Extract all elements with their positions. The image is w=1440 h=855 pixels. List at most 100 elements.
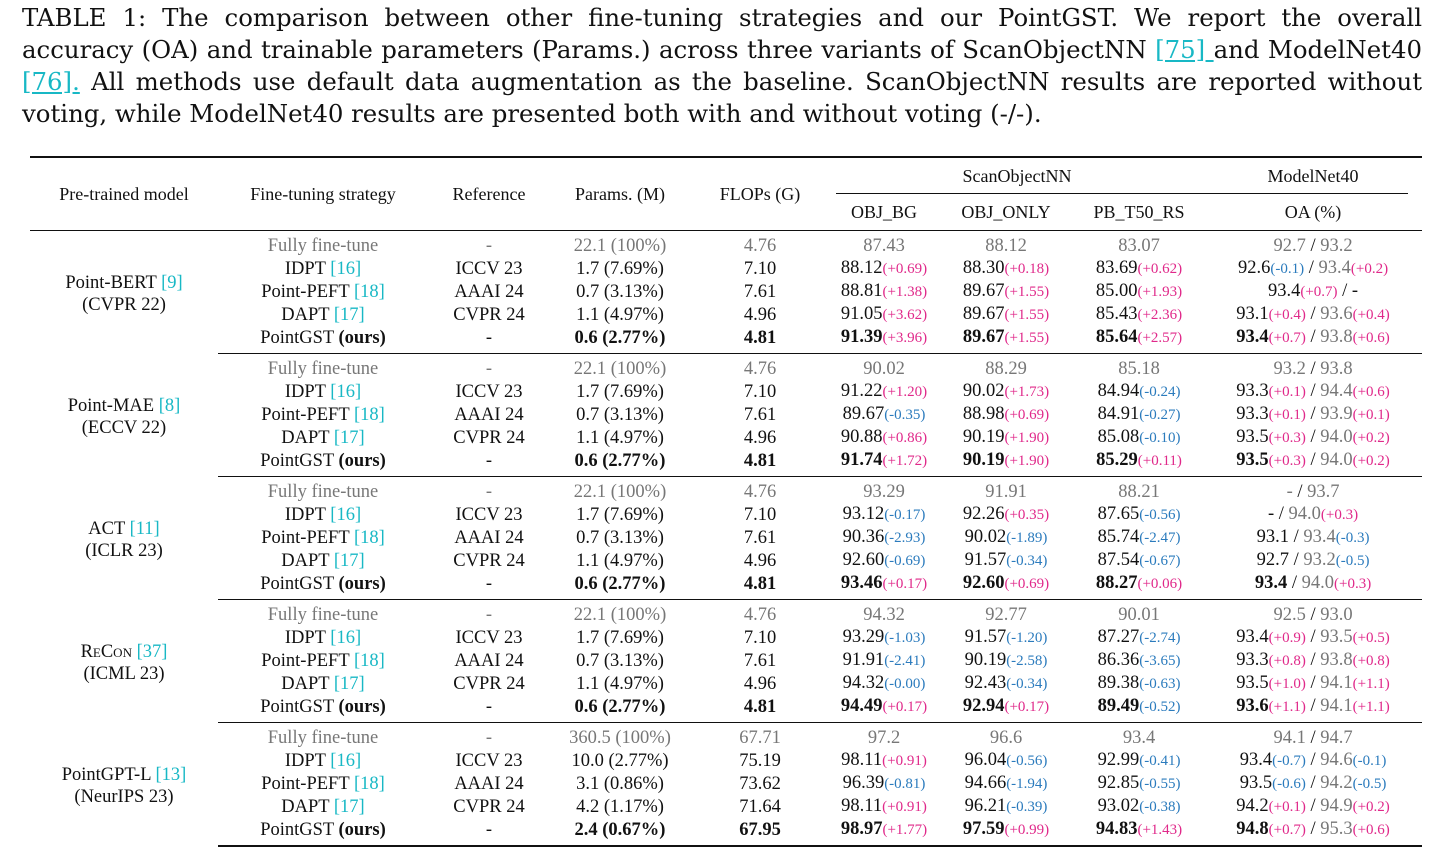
accuracy-value: 91.74 bbox=[840, 450, 883, 470]
reference-cell: CVPR 24 bbox=[428, 303, 550, 326]
table-row: DAPT [17] CVPR 24 1.1 (4.97%) 4.96 92.60(-0.… bbox=[30, 549, 1422, 572]
citation-link[interactable]: [13] bbox=[155, 765, 187, 786]
table-row: Point-PEFT [18] AAAI 24 3.1 (0.86%) 73.62 96… bbox=[30, 772, 1422, 795]
accuracy-value: 94.0 bbox=[1320, 450, 1353, 470]
table-row: ACT [11] (ICLR 23) Fully fine-tune - 22.1 (1… bbox=[30, 477, 1422, 561]
strategy-cell: Point-PEFT [18] bbox=[218, 403, 428, 426]
params-value: 0.6 (2.77%) bbox=[574, 450, 666, 471]
cell-bg: 98.97(+1.77) bbox=[830, 818, 938, 847]
cell-modelnet40: 93.5(+0.3) / 94.0(+0.2) bbox=[1204, 426, 1422, 449]
cell-on: 96.04(-0.56) bbox=[938, 749, 1074, 772]
ours-label: (ours) bbox=[338, 819, 386, 840]
citation-link[interactable]: [16] bbox=[330, 381, 362, 402]
params-value: 3.1 (0.86%) bbox=[576, 773, 664, 794]
params-value: 0.6 (2.77%) bbox=[574, 327, 666, 348]
strategy-cell: PointGST (ours) bbox=[218, 572, 428, 600]
reference-value: - bbox=[485, 573, 493, 594]
flops-cell: 4.96 bbox=[690, 303, 830, 326]
citation-link[interactable]: [18] bbox=[353, 773, 385, 794]
strategy-cell: PointGST (ours) bbox=[218, 449, 428, 477]
cell-on: 90.19(+1.90) bbox=[938, 449, 1074, 477]
params-value: 4.2 (1.17%) bbox=[576, 796, 664, 817]
accuracy-value: 94.7 bbox=[1320, 728, 1353, 748]
delta-value: (+1.90) bbox=[1004, 453, 1050, 469]
citation-link[interactable]: [16] bbox=[330, 258, 362, 279]
citation-link[interactable]: [11] bbox=[129, 519, 160, 539]
cell-bg: 88.81(+1.38) bbox=[830, 280, 938, 303]
cell-on: 88.30(+0.18) bbox=[938, 257, 1074, 280]
accuracy-value: 92.6 bbox=[1237, 258, 1271, 278]
accuracy-value: 85.18 bbox=[1118, 359, 1160, 379]
cell-bg: 91.05(+3.62) bbox=[830, 303, 938, 326]
cell-modelnet40: 93.4(+0.9) / 93.5(+0.5) bbox=[1204, 626, 1422, 649]
citation-link[interactable]: [17] bbox=[333, 304, 365, 325]
delta-value: (+1.1) bbox=[1352, 699, 1390, 715]
citation-link[interactable]: [8] bbox=[158, 396, 181, 416]
delta-value: (+0.1) bbox=[1268, 407, 1306, 423]
accuracy-value: 93.4 bbox=[1303, 527, 1336, 547]
citation-link[interactable]: [16] bbox=[330, 750, 362, 771]
citation-link[interactable]: [17] bbox=[333, 796, 365, 817]
reference-value: CVPR 24 bbox=[453, 427, 525, 448]
citation-link[interactable]: [18] bbox=[353, 281, 385, 302]
separator: / bbox=[1304, 258, 1319, 278]
separator: / bbox=[1305, 427, 1321, 447]
strategy-cell: Fully fine-tune bbox=[218, 354, 428, 381]
params-value: 22.1 (100%) bbox=[573, 482, 667, 502]
strategy-cell: DAPT [17] bbox=[218, 795, 428, 818]
accuracy-value: 92.60 bbox=[842, 550, 885, 570]
params-cell: 0.6 (2.77%) bbox=[550, 326, 690, 354]
flops-value: 4.76 bbox=[743, 605, 777, 625]
cell-modelnet40: - / 94.0(+0.3) bbox=[1204, 503, 1422, 526]
delta-value: (-0.24) bbox=[1139, 384, 1181, 400]
strategy-cell: PointGST (ours) bbox=[218, 818, 428, 847]
citation-link[interactable]: [18] bbox=[353, 650, 385, 671]
flops-cell: 7.10 bbox=[690, 380, 830, 403]
cell-modelnet40: 93.1 / 93.4(-0.3) bbox=[1204, 526, 1422, 549]
accuracy-value: 96.21 bbox=[964, 796, 1007, 816]
accuracy-value: 91.91 bbox=[985, 482, 1027, 502]
accuracy-value: 94.83 bbox=[1095, 819, 1138, 839]
accuracy-value: 96.39 bbox=[842, 773, 885, 793]
reference-cell: - bbox=[428, 723, 550, 750]
strategy-cell: Point-PEFT [18] bbox=[218, 649, 428, 672]
table-row: Point-PEFT [18] AAAI 24 0.7 (3.13%) 7.61 90.… bbox=[30, 526, 1422, 549]
accuracy-value: 93.2 bbox=[1273, 359, 1306, 379]
cell-on: 90.02(+1.73) bbox=[938, 380, 1074, 403]
cell-modelnet40: 93.2 / 93.8 bbox=[1204, 354, 1422, 381]
accuracy-value: 94.0 bbox=[1288, 504, 1321, 524]
delta-value: (-2.58) bbox=[1006, 653, 1048, 669]
citation-link[interactable]: [16] bbox=[330, 504, 362, 525]
citation-link[interactable]: [17] bbox=[333, 673, 365, 694]
model-venue: (ICLR 23) bbox=[85, 541, 163, 561]
delta-value: (+0.17) bbox=[1004, 699, 1050, 715]
citation-link[interactable]: [76]. bbox=[22, 67, 80, 96]
table-row: Point-PEFT [18] AAAI 24 0.7 (3.13%) 7.61 89.… bbox=[30, 403, 1422, 426]
strategy-cell: DAPT [17] bbox=[218, 426, 428, 449]
flops-value: 4.76 bbox=[743, 359, 777, 379]
strategy-name: Point-PEFT bbox=[261, 527, 354, 548]
flops-value: 4.96 bbox=[743, 550, 777, 571]
cell-modelnet40: 93.3(+0.8) / 93.8(+0.8) bbox=[1204, 649, 1422, 672]
separator: / bbox=[1305, 796, 1321, 816]
params-cell: 4.2 (1.17%) bbox=[550, 795, 690, 818]
flops-value: 4.81 bbox=[743, 696, 777, 717]
flops-value: 4.76 bbox=[743, 482, 777, 502]
citation-link[interactable]: [17] bbox=[333, 427, 365, 448]
citation-link[interactable]: [75] bbox=[1155, 35, 1214, 64]
citation-link[interactable]: [16] bbox=[330, 627, 362, 648]
citation-link[interactable]: [17] bbox=[333, 550, 365, 571]
reference-cell: CVPR 24 bbox=[428, 795, 550, 818]
model-venue: (ICML 23) bbox=[83, 664, 165, 684]
citation-link[interactable]: [37] bbox=[136, 642, 168, 662]
accuracy-value: 94.32 bbox=[842, 673, 885, 693]
delta-value: (+0.69) bbox=[1004, 407, 1050, 423]
citation-link[interactable]: [18] bbox=[353, 527, 385, 548]
params-value: 1.1 (4.97%) bbox=[576, 304, 664, 325]
cell-modelnet40: 94.2(+0.1) / 94.9(+0.2) bbox=[1204, 795, 1422, 818]
delta-value: (+0.11) bbox=[1137, 453, 1182, 469]
citation-link[interactable]: [18] bbox=[353, 404, 385, 425]
strategy-name: IDPT bbox=[284, 381, 331, 402]
citation-link[interactable]: [9] bbox=[161, 273, 183, 294]
table-row: PointGST (ours) - 0.6 (2.77%) 4.81 91.39(+3.… bbox=[30, 326, 1423, 354]
